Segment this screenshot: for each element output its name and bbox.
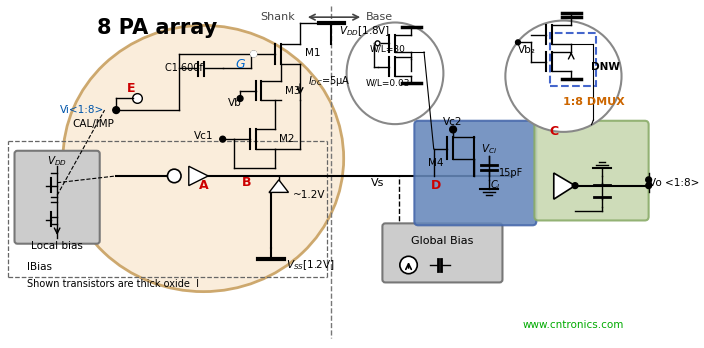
- Text: M4: M4: [428, 158, 444, 168]
- Text: IBias: IBias: [27, 262, 52, 272]
- Polygon shape: [554, 173, 575, 199]
- Text: Global Bias: Global Bias: [411, 236, 474, 246]
- Text: G: G: [235, 58, 245, 71]
- Text: M3: M3: [284, 86, 300, 96]
- Ellipse shape: [63, 25, 344, 292]
- Circle shape: [646, 177, 652, 183]
- Circle shape: [515, 40, 520, 45]
- Circle shape: [572, 183, 578, 189]
- Text: W/L=0.03: W/L=0.03: [366, 79, 410, 87]
- Text: Vs: Vs: [371, 178, 384, 188]
- Text: Shown transistors are thick oxide  I: Shown transistors are thick oxide I: [27, 279, 199, 290]
- Text: CAL/IMP: CAL/IMP: [73, 119, 115, 129]
- Circle shape: [113, 107, 120, 113]
- Text: W/L=30: W/L=30: [370, 45, 406, 54]
- Text: Vc2: Vc2: [444, 117, 463, 127]
- Text: M2: M2: [279, 134, 294, 144]
- Text: www.cntronics.com: www.cntronics.com: [523, 320, 624, 330]
- Text: M1: M1: [305, 48, 320, 58]
- Circle shape: [132, 94, 142, 103]
- Text: $V_{SS}$[1.2V]: $V_{SS}$[1.2V]: [286, 258, 334, 272]
- Circle shape: [237, 96, 243, 101]
- Text: Vb₂: Vb₂: [518, 45, 536, 55]
- Text: C1 600f: C1 600f: [165, 63, 202, 73]
- FancyBboxPatch shape: [415, 121, 536, 225]
- Circle shape: [251, 51, 256, 57]
- Text: 8 PA array: 8 PA array: [97, 18, 217, 38]
- FancyBboxPatch shape: [15, 151, 100, 244]
- Text: $V_{Ci}$: $V_{Ci}$: [481, 142, 497, 156]
- Text: $C_I$: $C_I$: [490, 178, 501, 191]
- FancyBboxPatch shape: [534, 121, 648, 221]
- Circle shape: [450, 126, 456, 133]
- Text: ~1.2V: ~1.2V: [292, 190, 325, 200]
- Text: Local bias: Local bias: [31, 240, 83, 251]
- Circle shape: [251, 51, 256, 57]
- Text: $I_{DC}$=5μA: $I_{DC}$=5μA: [308, 74, 350, 88]
- Text: B: B: [242, 176, 251, 189]
- Text: Vc1: Vc1: [194, 131, 213, 141]
- Circle shape: [375, 41, 380, 46]
- Ellipse shape: [505, 21, 622, 132]
- Text: Shank: Shank: [260, 12, 295, 22]
- Polygon shape: [189, 166, 208, 185]
- Text: $V_{DD}$[1.8V]: $V_{DD}$[1.8V]: [339, 24, 390, 38]
- Bar: [550, 33, 596, 86]
- Ellipse shape: [346, 23, 444, 124]
- Text: 15pF: 15pF: [498, 168, 523, 178]
- Text: DNW: DNW: [591, 62, 620, 72]
- Circle shape: [646, 183, 652, 189]
- Text: Vi<1:8>: Vi<1:8>: [60, 105, 104, 115]
- Text: Vo <1:8>: Vo <1:8>: [648, 178, 699, 188]
- Circle shape: [400, 256, 417, 274]
- Text: Vb: Vb: [227, 98, 241, 108]
- Circle shape: [375, 41, 380, 46]
- Text: Base: Base: [366, 12, 393, 22]
- Text: E: E: [127, 82, 135, 95]
- Text: D: D: [431, 179, 441, 192]
- Circle shape: [220, 136, 225, 142]
- FancyBboxPatch shape: [382, 223, 503, 283]
- Polygon shape: [269, 180, 289, 192]
- Text: A: A: [199, 179, 208, 192]
- Text: $V_{DD}$: $V_{DD}$: [47, 155, 67, 168]
- Circle shape: [168, 169, 181, 183]
- Text: C: C: [549, 125, 558, 138]
- Text: 1:8 DMUX: 1:8 DMUX: [562, 97, 624, 108]
